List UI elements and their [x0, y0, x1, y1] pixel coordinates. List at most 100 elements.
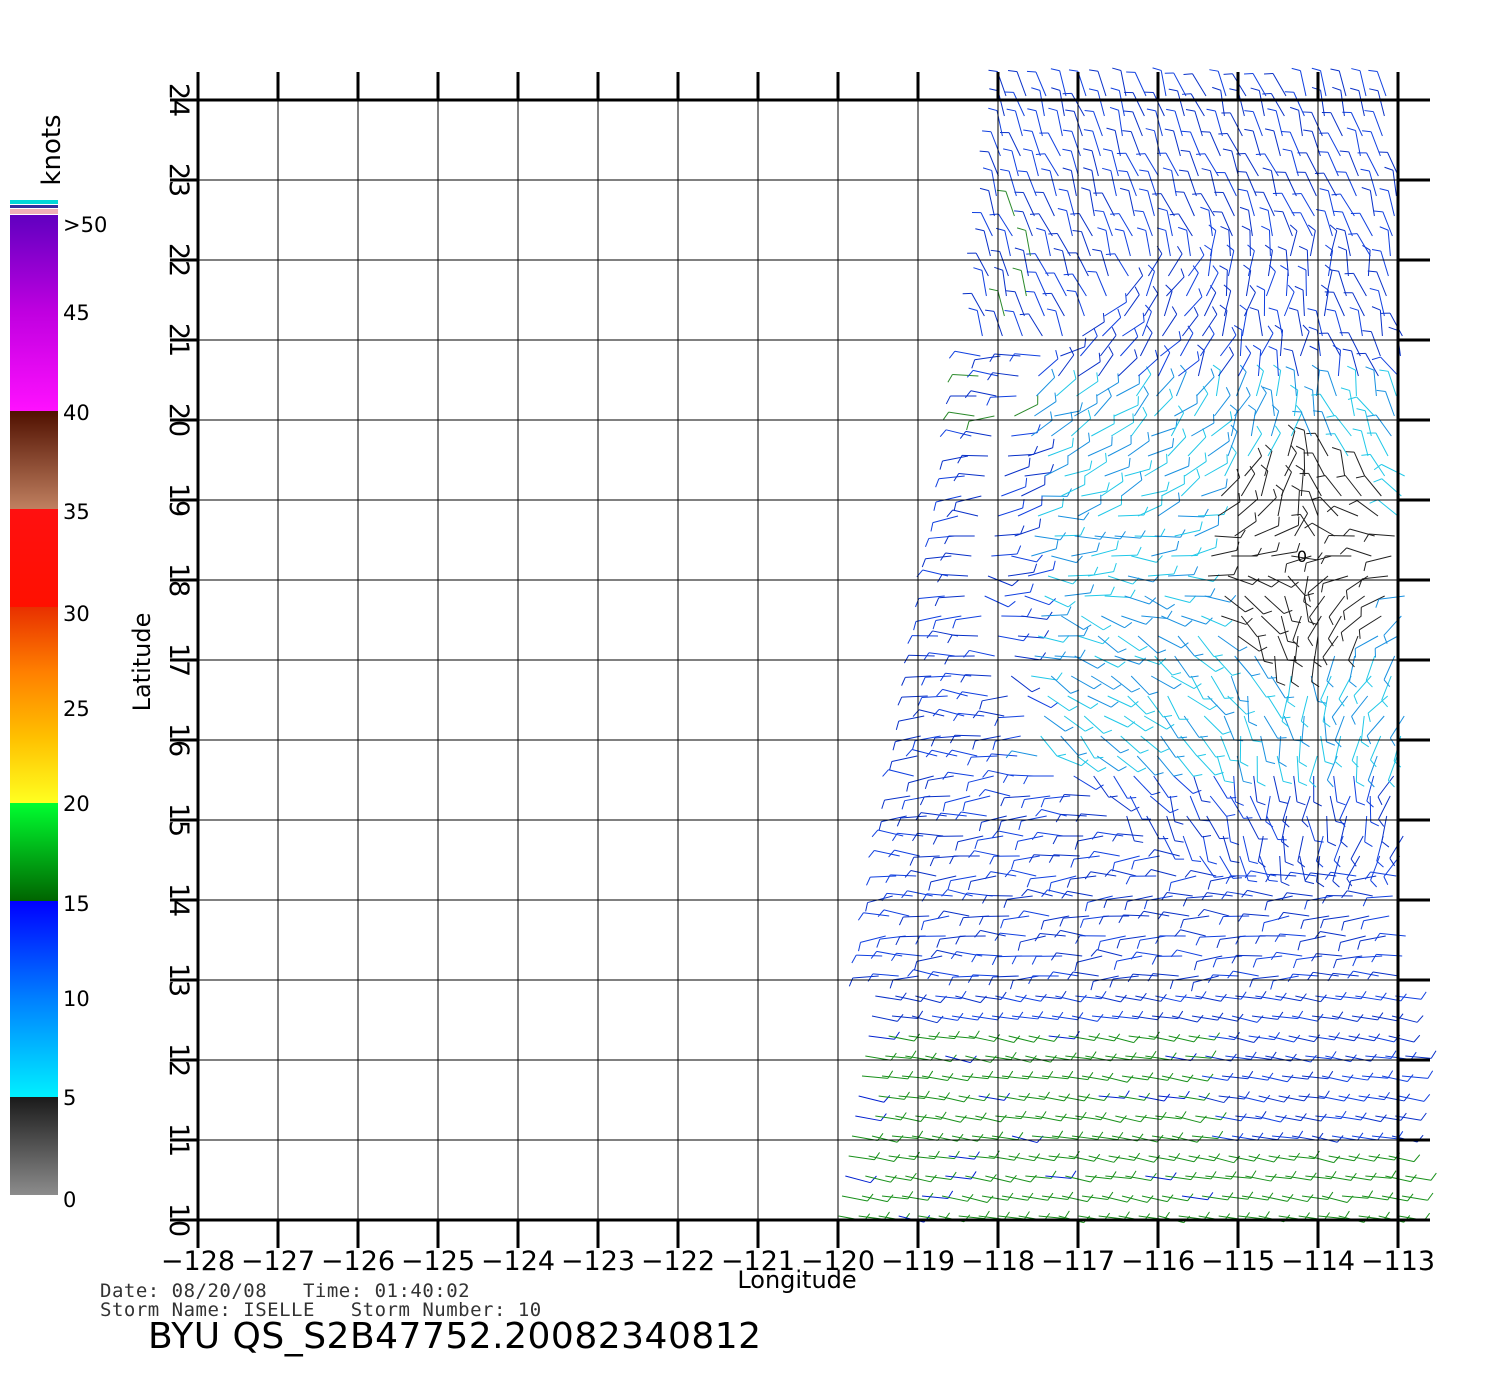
wind-barb [1072, 971, 1099, 977]
wind-barb [1039, 933, 1066, 937]
wind-barb [941, 1195, 968, 1202]
wind-barb [991, 753, 1018, 757]
wind-barb-flag [1007, 1192, 1014, 1201]
wind-barb [958, 1215, 985, 1220]
wind-barb-flag [1214, 875, 1224, 878]
wind-barb [1344, 230, 1351, 257]
wind-barb [1176, 949, 1203, 957]
wind-barb-flag [930, 1052, 937, 1061]
wind-barb-flag [1097, 1131, 1104, 1140]
wind-barb [1001, 486, 1026, 497]
wind-barb [1143, 910, 1170, 917]
wind-barb-flag [1346, 878, 1353, 887]
wind-barb-flag [1315, 209, 1326, 212]
wind-barb-flag [1040, 920, 1045, 930]
wind-barb-flag [870, 1175, 877, 1184]
wind-barb-flag [1322, 721, 1331, 728]
wind-barb [1180, 477, 1201, 497]
wind-barb [1250, 675, 1267, 698]
lon-tick-label: −126 [321, 1246, 395, 1277]
wind-barb [1112, 975, 1139, 980]
wind-barb-flag [1377, 1012, 1384, 1021]
wind-barb-flag [1050, 1170, 1057, 1179]
wind-barb-flag [1163, 345, 1171, 353]
wind-barb [1174, 529, 1201, 537]
wind-barb-flag [1005, 750, 1013, 759]
wind-barb-flag [1239, 364, 1247, 373]
wind-barb-flag [1073, 370, 1077, 379]
wind-barb-flag [1025, 290, 1035, 293]
wind-barb [891, 755, 918, 763]
wind-barb-flag [1143, 1092, 1151, 1101]
wind-barb-flag [988, 976, 994, 986]
wind-barb-flag [1360, 741, 1370, 748]
wind-barb [1306, 250, 1309, 277]
wind-barb [1169, 795, 1176, 822]
wind-barb-flag [975, 228, 985, 232]
wind-barb-flag [1244, 128, 1254, 132]
wind-barb-flag [1020, 1110, 1027, 1119]
wind-barb-flag [1276, 681, 1286, 686]
wind-barb [1285, 1055, 1311, 1063]
wind-barb [1189, 151, 1199, 177]
lon-tick-label: −124 [481, 1246, 555, 1277]
wind-barb-flag [1332, 880, 1340, 888]
wind-barb [1302, 290, 1305, 317]
wind-barb [954, 734, 981, 737]
wind-barb-flag [1149, 691, 1159, 696]
wind-barb [1035, 110, 1043, 137]
wind-barb [1131, 1015, 1158, 1021]
wind-barb-flag [966, 421, 970, 431]
wind-barb [1271, 551, 1298, 557]
wind-barb [1047, 695, 1070, 712]
date-time-line: Date: 08/20/08 Time: 01:40:02 [100, 1280, 471, 1302]
wind-barb-flag [1373, 463, 1382, 471]
wind-barb-flag [1025, 477, 1028, 487]
wind-barb [1167, 253, 1183, 277]
wind-barb-flag [1268, 677, 1278, 679]
wind-barb [1336, 955, 1363, 961]
wind-barb [1041, 1195, 1068, 1200]
wind-barb-flag [1383, 679, 1391, 688]
wind-barb [1011, 1015, 1038, 1020]
wind-barb [1340, 935, 1366, 943]
wind-barb-flag [1199, 521, 1203, 531]
wind-barb-flag [1239, 646, 1248, 652]
wind-barb [1161, 615, 1186, 627]
wind-barb-flag [1097, 662, 1106, 669]
wind-barb [945, 1175, 972, 1180]
wind-barb-flag [907, 1071, 914, 1080]
wind-barb [1300, 695, 1309, 722]
wind-barb-flag [1285, 696, 1295, 699]
wind-barb-flag [1307, 1071, 1314, 1080]
wind-barb-flag [1113, 684, 1122, 690]
wind-barb [1175, 1115, 1201, 1124]
wind-barb-flag [1028, 457, 1031, 467]
wind-barb [1241, 1075, 1268, 1081]
wind-barb [1078, 1095, 1105, 1101]
wind-barb [900, 815, 927, 819]
wind-barb [1251, 1015, 1278, 1020]
wind-barb [886, 892, 913, 897]
wind-barb [1095, 1115, 1121, 1123]
wind-barb-flag [1366, 800, 1374, 808]
wind-barb [1263, 915, 1290, 924]
wind-barb [1328, 1035, 1355, 1042]
wind-barb [1125, 152, 1139, 177]
wind-barb [935, 615, 962, 622]
wind-barb-flag [1252, 958, 1257, 968]
wind-barb [1373, 370, 1377, 397]
wind-barb [990, 395, 1017, 398]
wind-barb-flag [1178, 736, 1188, 739]
wind-barb [1283, 715, 1295, 741]
wind-barb [1293, 370, 1297, 397]
wind-barb [1081, 1195, 1108, 1200]
wind-barb-flag [1341, 921, 1345, 931]
wind-barb [1018, 1095, 1045, 1100]
wind-barb-flag [1227, 970, 1234, 979]
colorbar-label: 0 [63, 1188, 76, 1212]
wind-barb [1356, 500, 1379, 517]
wind-barb [895, 1115, 921, 1123]
wind-barb-flag [1148, 849, 1155, 857]
wind-barb-flag [1102, 637, 1110, 645]
